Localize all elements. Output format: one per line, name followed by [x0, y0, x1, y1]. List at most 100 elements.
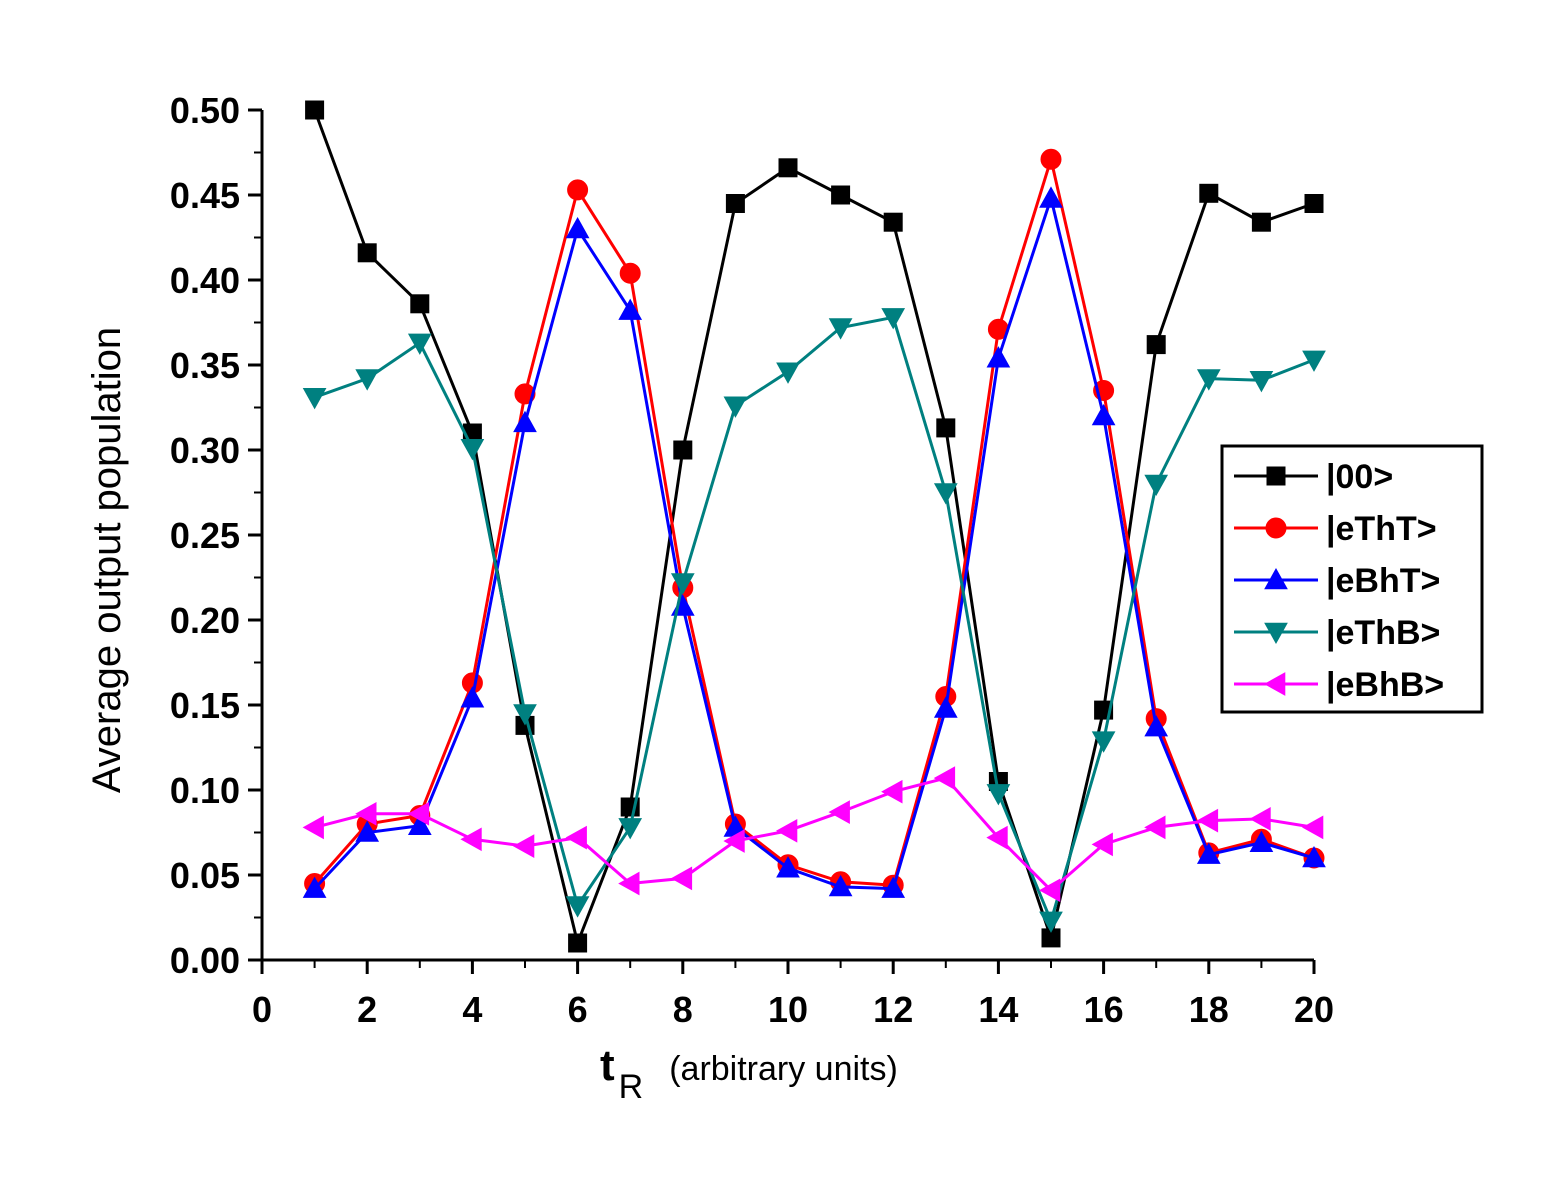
- data-point: [565, 825, 587, 850]
- data-point: [1249, 371, 1274, 393]
- y-tick-label: 0.25: [170, 515, 240, 556]
- x-axis-title-note: (arbitrary units): [669, 1050, 898, 1088]
- x-tick-label: 20: [1294, 989, 1334, 1030]
- data-point: [1091, 403, 1116, 426]
- legend-entry: |00>: [1234, 458, 1393, 496]
- data-point: [933, 483, 958, 505]
- data-point: [513, 410, 537, 433]
- data-point: [1091, 832, 1113, 857]
- data-point: [355, 820, 380, 842]
- legend-label: |eThB>: [1326, 614, 1440, 652]
- data-point: [565, 896, 590, 918]
- data-point: [302, 388, 327, 410]
- series-line: [313, 192, 1315, 891]
- data-point: [407, 333, 432, 355]
- data-point: [1249, 830, 1274, 852]
- data-point: [460, 827, 482, 852]
- data-point: [1304, 194, 1324, 213]
- data-point: [357, 243, 377, 263]
- data-point: [1251, 212, 1271, 232]
- x-tick-label: 4: [462, 989, 482, 1030]
- data-point: [302, 815, 324, 840]
- data-point: [986, 346, 1011, 368]
- legend-marker: [1266, 466, 1286, 486]
- axis-ticks: [248, 108, 1316, 974]
- data-point: [1249, 807, 1271, 831]
- data-point: [1039, 186, 1063, 208]
- series-line: [313, 153, 1315, 887]
- data-point: [567, 179, 589, 201]
- x-tick-label: 2: [357, 989, 377, 1030]
- data-point: [1302, 350, 1326, 372]
- data-point: [410, 294, 430, 314]
- data-point: [1199, 183, 1219, 203]
- x-axis-title-main: t: [600, 1041, 615, 1090]
- tick-labels: 0 2 4 6 8 10 12 14 16 18 20 0.00 0.05 0.10 0.15 0.20 0.2…: [170, 90, 1334, 1030]
- series-2: [304, 148, 1325, 896]
- data-point: [407, 801, 430, 826]
- legend-label: |00>: [1326, 458, 1393, 496]
- x-tick-label: 8: [673, 989, 693, 1030]
- data-point: [460, 686, 485, 708]
- x-axis-title-subscript: R: [619, 1068, 644, 1106]
- data-point: [776, 362, 800, 384]
- data-point: [775, 818, 798, 843]
- data-point: [670, 573, 695, 595]
- data-point: [828, 874, 853, 897]
- data-point: [776, 856, 800, 878]
- data-point: [1302, 845, 1326, 868]
- legend-label: |eThT>: [1326, 510, 1437, 548]
- series-3: [302, 186, 1326, 898]
- y-tick-label: 0.35: [170, 345, 240, 386]
- data-point: [568, 933, 588, 953]
- data-point: [618, 871, 640, 896]
- legend-label: |eBhB>: [1326, 666, 1444, 704]
- data-point: [1196, 369, 1221, 391]
- data-point: [302, 876, 327, 898]
- legend-marker: [1264, 622, 1288, 645]
- x-tick-label: 0: [252, 989, 272, 1030]
- data-point: [1196, 808, 1219, 833]
- data-point: [1146, 335, 1166, 355]
- legend-entry: |eThB>: [1234, 614, 1440, 652]
- legend-label: |eBhT>: [1326, 562, 1440, 600]
- data-point: [1196, 842, 1221, 864]
- x-tick-label: 16: [1084, 989, 1124, 1030]
- data-point: [828, 318, 853, 340]
- data-point: [305, 100, 325, 120]
- legend: |00> |eThT> |eBhT> |eThB> |eBhB>: [1220, 444, 1484, 714]
- data-point: [1144, 474, 1169, 497]
- data-point: [828, 800, 850, 824]
- data-point: [619, 262, 641, 284]
- data-point: [933, 696, 958, 718]
- series-4: [302, 308, 1326, 933]
- y-tick-label: 0.00: [170, 940, 240, 981]
- data-point: [881, 308, 906, 330]
- y-tick-label: 0.05: [170, 855, 240, 896]
- y-tick-label: 0.20: [170, 600, 240, 641]
- data-point: [1039, 911, 1063, 933]
- y-tick-label: 0.50: [170, 90, 240, 131]
- legend-marker: [1265, 517, 1287, 539]
- data-point: [723, 829, 745, 853]
- x-tick-label: 6: [568, 989, 588, 1030]
- data-point: [831, 185, 851, 205]
- data-point: [512, 834, 535, 858]
- legend-marker: [1263, 672, 1286, 696]
- data-point: [1091, 731, 1116, 753]
- y-tick-label: 0.45: [170, 175, 240, 216]
- data-point: [355, 801, 377, 826]
- data-point: [933, 766, 956, 790]
- series-line: [314, 315, 1315, 926]
- data-point: [778, 158, 798, 178]
- data-point: [460, 439, 485, 461]
- y-tick-label: 0.30: [170, 430, 240, 471]
- y-tick-label: 0.10: [170, 770, 240, 811]
- data-point: [355, 369, 380, 391]
- x-tick-label: 14: [978, 989, 1018, 1030]
- data-point: [407, 813, 432, 835]
- x-tick-label: 18: [1189, 989, 1229, 1030]
- data-point: [986, 784, 1011, 806]
- data-point: [936, 418, 956, 438]
